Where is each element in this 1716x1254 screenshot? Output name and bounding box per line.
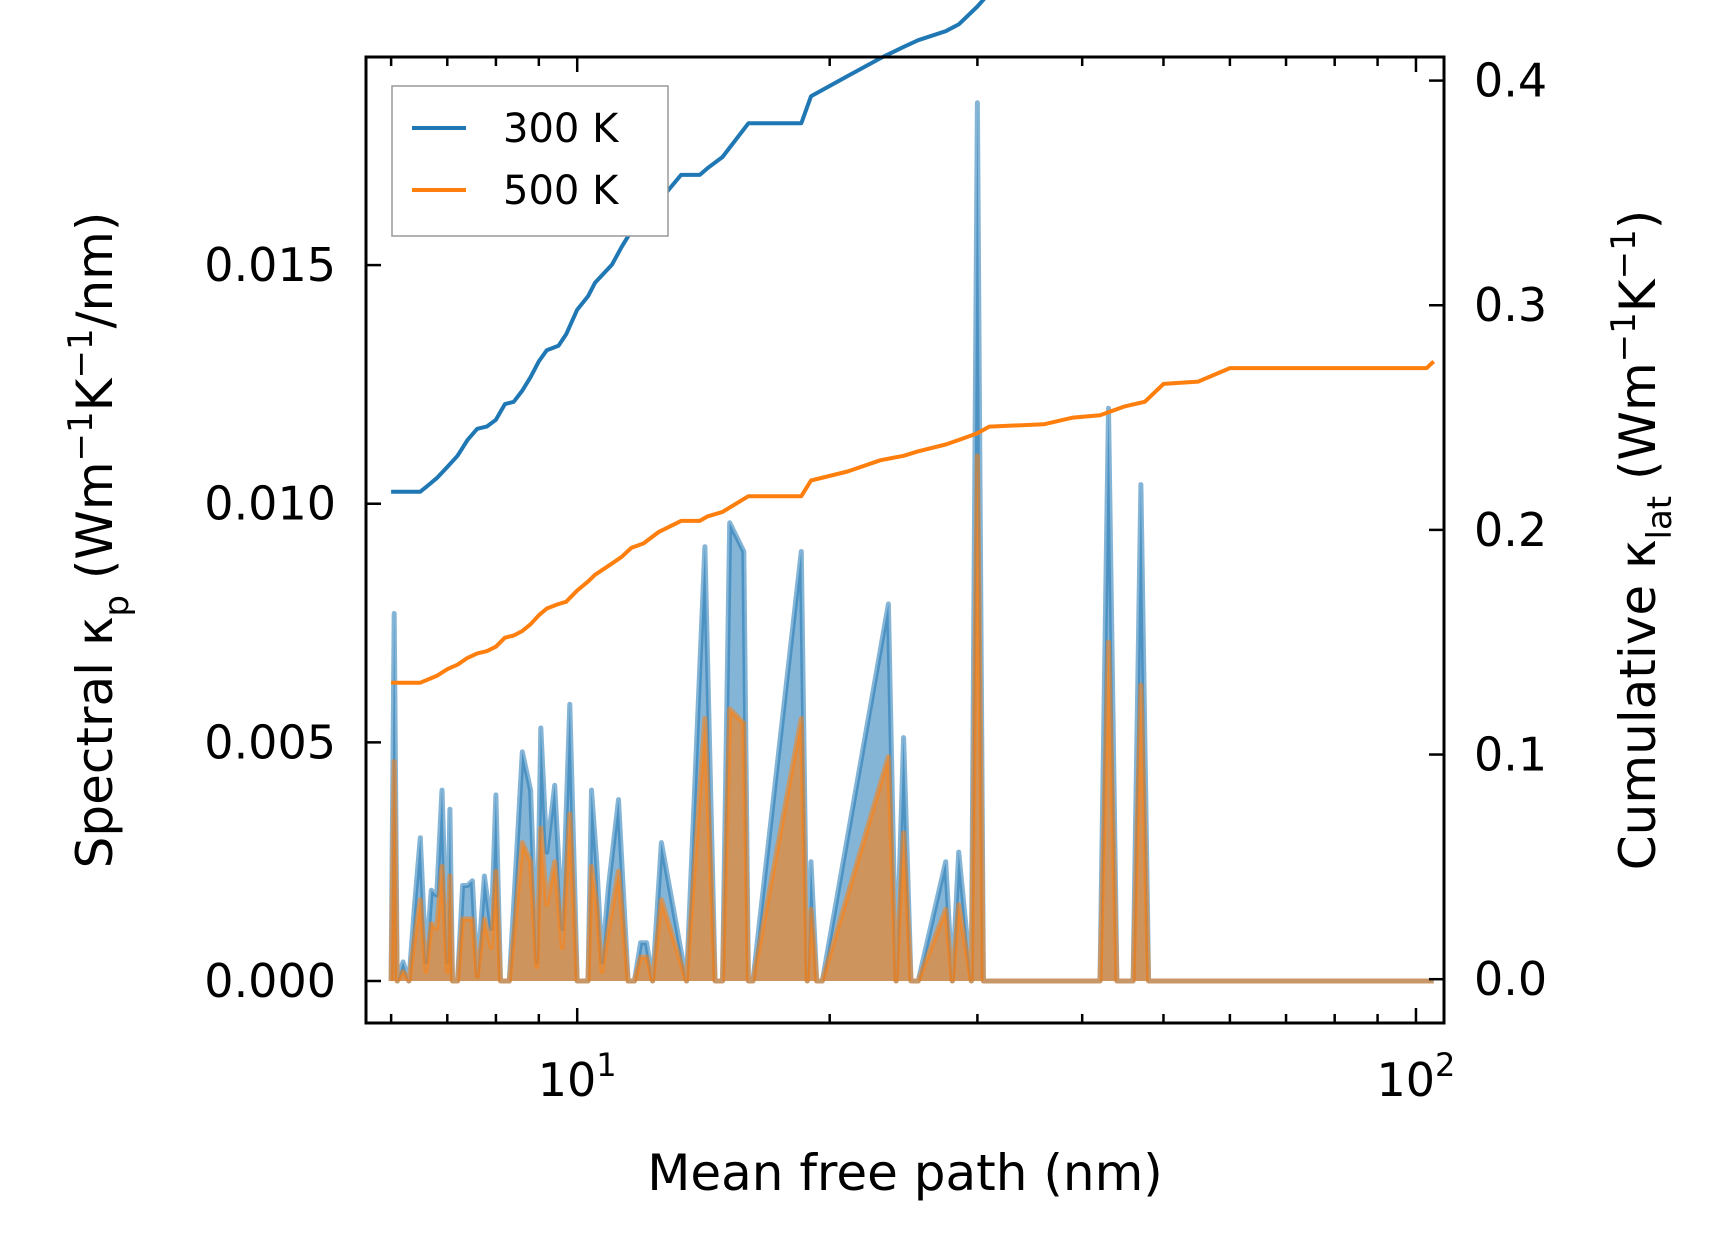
y-left-tick-label: 0.015 [204,238,336,292]
y-left-label-main: Spectral κ [66,617,124,869]
x-tick-label: 102 [1377,1046,1456,1107]
x-tick-label-exp: 1 [596,1046,616,1084]
y-left-tick-label: 0.000 [204,954,336,1008]
x-axis-label: Mean free path (nm) [647,1144,1163,1202]
y-right-tick-label: 0.3 [1474,278,1547,332]
y-axis-right-label: Cumulative κlat (Wm−1K−1) [1604,210,1680,870]
spectral-line-500k [388,453,1434,984]
y-right-label-exp2: −1 [1604,229,1644,279]
x-tick-label-base: 10 [1377,1053,1436,1107]
legend: 300 K 500 K [391,85,669,237]
y-right-label-sub: lat [1640,496,1680,540]
y-left-tick-label: 0.010 [204,477,336,531]
y-right-tick-label: 0.1 [1474,728,1547,782]
x-tick-label-base: 10 [538,1053,597,1107]
y-right-label-main: Cumulative κ [1609,539,1667,870]
y-right-label-exp1: −1 [1604,312,1644,362]
cumulative-line-300k [391,0,986,494]
y-left-label-units-mid: K [66,377,124,411]
legend-label-500k: 500 K [503,168,620,214]
plot-frame [364,55,1446,1025]
y-left-label-exp2: −1 [61,328,101,378]
y-right-tick-label: 0.2 [1474,503,1547,557]
spectral-area-500k [391,456,1434,981]
y-right-tick-label: 0.4 [1474,54,1547,108]
y-left-label-units-prefix: (Wm [66,461,124,595]
y-right-tick-label: 0.0 [1474,952,1547,1006]
x-tick-label-exp: 2 [1435,1046,1455,1084]
y-axis-left-label: Spectral κp (Wm−1K−1/nm) [61,212,137,869]
plot-content [388,0,1436,984]
y-right-label-units-prefix: (Wm [1609,362,1667,496]
x-tick-label: 101 [538,1046,617,1107]
cumulative-line-500k [391,359,1436,685]
y-right-label-units-suffix: ) [1609,210,1667,230]
y-right-label-units-mid: K [1609,278,1667,312]
legend-label-300k: 300 K [503,106,620,152]
y-left-label-units-suffix: /nm) [66,212,124,329]
ticks: 101 1020.0000.0050.0100.0150.00.10.20.30.… [204,54,1547,1107]
y-left-tick-label: 0.005 [204,715,336,769]
legend-box [391,85,669,237]
y-left-label-exp1: −1 [61,411,101,461]
y-left-label-sub: p [97,595,137,617]
